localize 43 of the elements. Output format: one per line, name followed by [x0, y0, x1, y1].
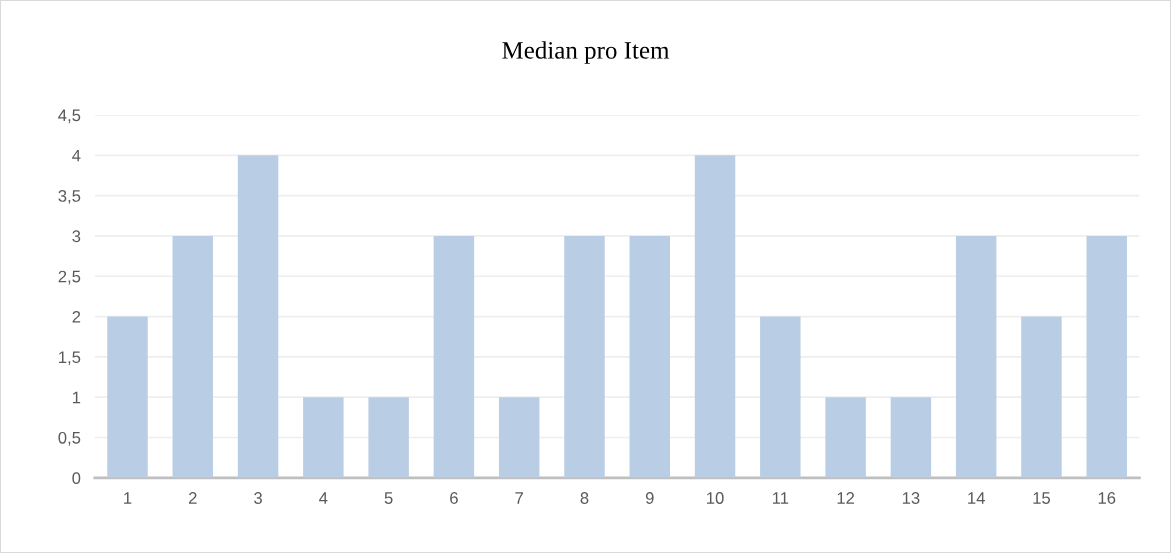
x-tick-label: 16	[1098, 492, 1116, 504]
y-tick-label: 2,5	[58, 270, 81, 285]
bar	[368, 397, 409, 478]
bar	[955, 235, 997, 478]
bar	[303, 397, 344, 478]
bar	[629, 235, 670, 478]
x-tick-label: 8	[580, 492, 589, 504]
y-tick-label: 1	[72, 391, 81, 404]
x-tick-label: 12	[837, 492, 855, 504]
y-tick-label: 4	[72, 149, 81, 162]
x-tick-label: 10	[707, 492, 724, 504]
bar	[172, 235, 214, 478]
y-tick-label: 2	[72, 310, 81, 323]
x-tick-label: 9	[645, 492, 654, 504]
x-tick-label: 1	[124, 492, 132, 504]
bar	[1086, 235, 1127, 478]
bar	[107, 316, 148, 478]
bar	[694, 155, 736, 478]
bar	[760, 316, 801, 478]
bar	[564, 235, 605, 478]
x-tick-label: 2	[188, 492, 197, 504]
y-tick-label: 1,5	[59, 351, 81, 366]
y-tick-label: 0	[72, 472, 81, 484]
y-tick-label: 0,5	[58, 431, 81, 446]
x-tick-label: 13	[902, 492, 920, 504]
x-tick-label: 4	[319, 492, 328, 504]
x-tick-label: 11	[772, 492, 789, 504]
bar	[237, 155, 279, 478]
bar	[498, 397, 540, 478]
y-tick-label: 3	[72, 230, 81, 243]
x-tick-label: 3	[254, 492, 262, 504]
bar	[433, 235, 475, 478]
bar	[825, 397, 866, 478]
x-tick-label: 5	[384, 492, 393, 504]
x-tick-label: 14	[968, 492, 985, 504]
bar	[1021, 316, 1062, 478]
chart-title: Median pro Item	[502, 41, 670, 64]
x-tick-label: 6	[450, 492, 458, 504]
y-tick-label: 3,5	[58, 190, 81, 204]
bar	[890, 397, 932, 478]
y-tick-label: 4,5	[58, 109, 81, 124]
x-tick-label: 7	[515, 492, 523, 504]
x-tick-label: 15	[1033, 492, 1051, 504]
